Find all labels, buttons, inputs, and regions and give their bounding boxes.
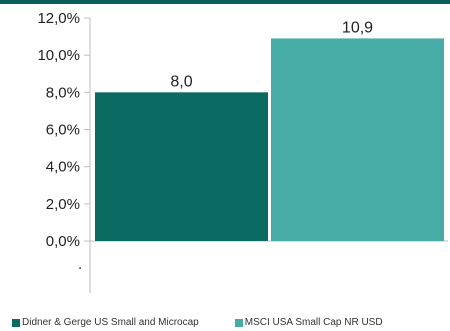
y-tick-group: 0,0% 2,0% 4,0% 6,0% 8,0% 10,0% 12,0% xyxy=(37,10,90,250)
legend-item-msci: MSCI USA Small Cap NR USD xyxy=(234,317,383,328)
y-tick-label: 10,0% xyxy=(37,47,80,64)
data-label-didner: 8,0 xyxy=(170,73,192,90)
y-tick-label: 2,0% xyxy=(46,196,80,213)
bar-msci xyxy=(271,38,444,241)
legend-swatch-didner xyxy=(12,318,20,327)
legend-label-msci: MSCI USA Small Cap NR USD xyxy=(244,317,383,328)
legend-swatch-msci xyxy=(234,318,243,327)
legend-label-didner: Didner & Gerge US Small and Microcap xyxy=(22,317,199,328)
axis-dot-text: . xyxy=(78,256,82,273)
bar-didner xyxy=(95,92,268,241)
top-accent-rule xyxy=(0,0,450,4)
y-tick-label: 12,0% xyxy=(37,10,80,27)
data-label-group: 8,0 10,9 xyxy=(170,19,373,90)
legend-item-didner: Didner & Gerge US Small and Microcap xyxy=(12,317,199,328)
data-label-msci: 10,9 xyxy=(342,19,373,36)
bar-group xyxy=(95,38,444,241)
y-tick-label: 6,0% xyxy=(46,122,80,139)
y-tick-label: 8,0% xyxy=(46,84,80,101)
y-tick-label: 4,0% xyxy=(46,159,80,176)
legend: Didner & Gerge US Small and Microcap MSC… xyxy=(12,317,383,328)
y-tick-label: 0,0% xyxy=(46,233,80,250)
